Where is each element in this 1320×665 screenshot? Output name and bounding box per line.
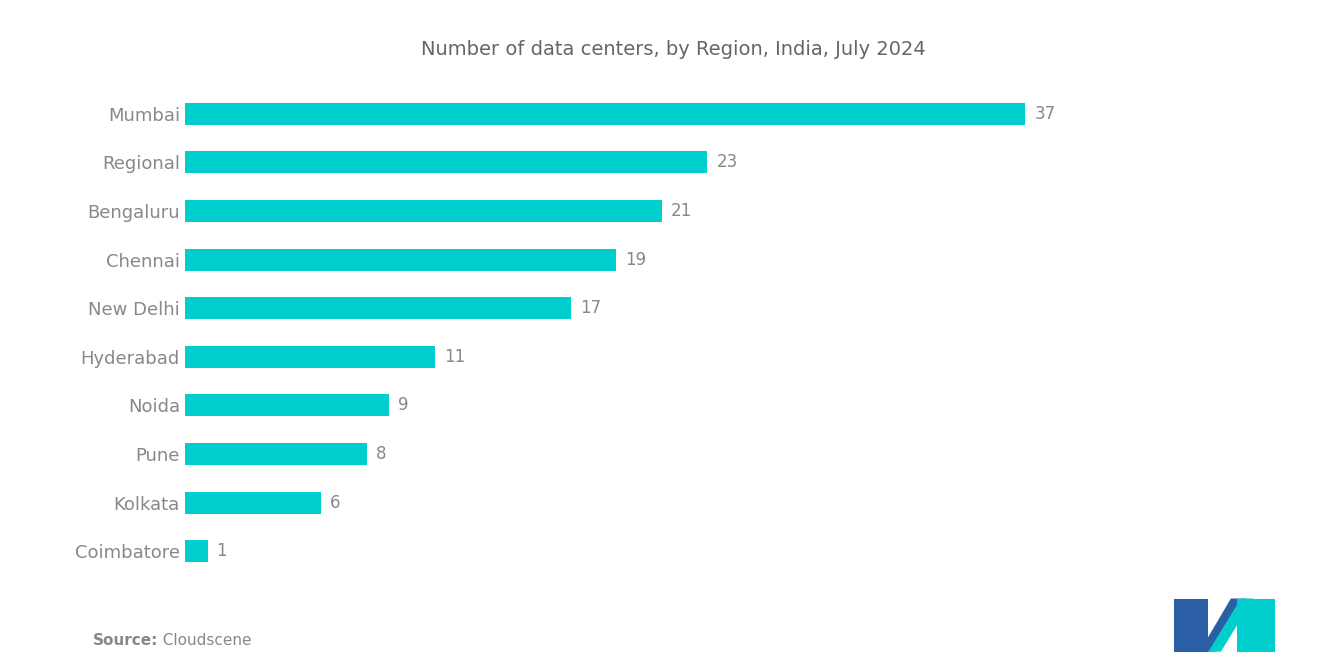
Text: 6: 6 (330, 493, 341, 511)
Bar (185, 491, 321, 513)
Text: 23: 23 (717, 154, 738, 172)
Bar (185, 152, 708, 174)
Polygon shape (1175, 598, 1208, 652)
Bar (185, 297, 572, 319)
Text: 9: 9 (399, 396, 409, 414)
Bar (185, 443, 367, 465)
Polygon shape (1237, 598, 1275, 652)
Text: 17: 17 (579, 299, 601, 317)
Title: Number of data centers, by Region, India, July 2024: Number of data centers, by Region, India… (421, 40, 925, 59)
Bar (185, 200, 661, 222)
Text: 11: 11 (444, 348, 465, 366)
Bar (185, 540, 207, 562)
Text: Source:: Source: (92, 633, 158, 648)
Bar (185, 346, 434, 368)
Text: 21: 21 (671, 202, 692, 220)
Text: 8: 8 (376, 445, 387, 463)
Bar (185, 103, 1026, 125)
Polygon shape (1200, 598, 1246, 652)
Text: 37: 37 (1035, 105, 1056, 123)
Bar (185, 249, 616, 271)
Polygon shape (1208, 598, 1254, 652)
Text: 1: 1 (216, 542, 227, 560)
Text: 19: 19 (626, 251, 647, 269)
Bar (185, 394, 389, 416)
Text: Cloudscene: Cloudscene (153, 633, 252, 648)
